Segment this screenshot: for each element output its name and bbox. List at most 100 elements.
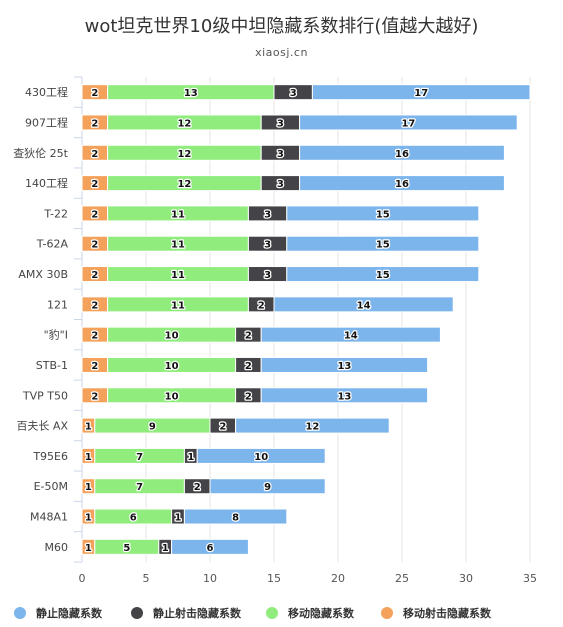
bar-value-label: 10: [254, 452, 268, 463]
bar-value-label: 1: [85, 422, 92, 433]
bar-value-label: 2: [194, 482, 201, 493]
x-tick-label: 0: [79, 572, 86, 585]
bar-value-label: 17: [401, 118, 415, 129]
bar-value-label: 11: [171, 270, 185, 281]
bar-value-label: 2: [219, 422, 226, 433]
category-label: 430工程: [25, 86, 68, 99]
bar-value-label: 10: [165, 391, 179, 402]
bar-value-label: 15: [376, 270, 390, 281]
bar-value-label: 2: [245, 391, 252, 402]
bar-value-label: 1: [85, 452, 92, 463]
legend-item[interactable]: 移动射击隐藏系数: [381, 605, 491, 621]
legend-swatch: [14, 607, 26, 619]
bar-segment: [286, 266, 480, 283]
legend-swatch: [131, 607, 143, 619]
bar-segment: [209, 478, 326, 495]
bar-value-label: 10: [165, 331, 179, 342]
bar-value-label: 2: [91, 209, 98, 220]
bar-value-label: 1: [85, 543, 92, 554]
bar-value-label: 3: [264, 240, 271, 251]
bar-segment: [299, 175, 505, 192]
category-label: M60: [45, 541, 69, 554]
bar-value-label: 1: [85, 513, 92, 524]
x-tick-label: 5: [143, 572, 150, 585]
bar-value-label: 2: [91, 149, 98, 160]
bar-value-label: 11: [171, 209, 185, 220]
chart-title: wot坦克世界10级中坦隐藏系数排行(值越大越好): [84, 16, 479, 37]
bar-segment: [311, 84, 531, 101]
bar-value-label: 2: [91, 88, 98, 99]
bar-value-label: 3: [277, 179, 284, 190]
bar-segment: [260, 356, 429, 373]
bar-value-label: 1: [175, 513, 182, 524]
bar-value-label: 12: [177, 179, 191, 190]
category-label: M48A1: [30, 511, 68, 524]
bar-value-label: 6: [130, 513, 137, 524]
bar-segment: [235, 417, 390, 434]
bar-value-label: 1: [162, 543, 169, 554]
bar-value-label: 16: [395, 149, 409, 160]
bar-value-label: 12: [177, 118, 191, 129]
bar-value-label: 5: [123, 543, 130, 554]
legend-label: 静止隐藏系数: [36, 607, 102, 620]
category-label: 查狄伦 25t: [13, 146, 68, 160]
x-tick-label: 20: [331, 572, 345, 585]
bar-segment: [299, 114, 518, 131]
bar-segment: [196, 447, 326, 464]
bar-value-label: 15: [376, 240, 390, 251]
bar-value-label: 2: [245, 361, 252, 372]
bar-value-label: 2: [245, 331, 252, 342]
x-tick-label: 35: [523, 572, 537, 585]
legend-label: 移动隐藏系数: [288, 607, 354, 620]
bar-value-label: 2: [91, 331, 98, 342]
bar-segment: [260, 387, 429, 404]
bar-value-label: 15: [376, 209, 390, 220]
bar-value-label: 16: [395, 179, 409, 190]
bar-value-label: 2: [91, 118, 98, 129]
legend-item[interactable]: 移动隐藏系数: [266, 605, 354, 621]
bar-value-label: 9: [149, 422, 156, 433]
bar-value-label: 14: [357, 300, 371, 311]
bar-value-label: 17: [414, 88, 428, 99]
legend-item[interactable]: 静止射击隐藏系数: [131, 605, 241, 621]
bar-value-label: 3: [290, 88, 297, 99]
bar-value-label: 3: [264, 270, 271, 281]
bar-value-label: 6: [207, 543, 214, 554]
category-label: 907工程: [25, 116, 68, 129]
bar-value-label: 10: [165, 361, 179, 372]
bar-segment: [260, 326, 441, 343]
x-tick-label: 15: [267, 572, 281, 585]
chart-legend: 静止隐藏系数 静止射击隐藏系数 移动隐藏系数 移动射击隐藏系数: [0, 605, 563, 625]
bar-value-label: 12: [177, 149, 191, 160]
category-label: AMX 30B: [18, 268, 68, 281]
legend-item[interactable]: 静止隐藏系数: [14, 605, 102, 621]
bar-value-label: 12: [305, 422, 319, 433]
category-label: T-22: [43, 207, 68, 220]
bar-segment: [286, 205, 480, 222]
legend-swatch: [266, 607, 278, 619]
bar-value-label: 9: [264, 482, 271, 493]
bar-value-label: 2: [91, 270, 98, 281]
bar-value-label: 13: [337, 361, 351, 372]
bar-value-label: 8: [232, 513, 239, 524]
category-label: 140工程: [25, 177, 68, 190]
bar-value-label: 2: [91, 361, 98, 372]
legend-label: 静止射击隐藏系数: [153, 607, 241, 620]
bar-value-label: 11: [171, 300, 185, 311]
bar-value-label: 13: [337, 391, 351, 402]
bar-segment: [183, 508, 288, 525]
bar-value-label: 2: [91, 179, 98, 190]
category-label: "豹"I: [44, 329, 68, 342]
bar-value-label: 2: [91, 240, 98, 251]
bar-segment: [286, 235, 480, 252]
bar-segment: [273, 296, 454, 313]
bar-value-label: 1: [85, 482, 92, 493]
bar-value-label: 3: [277, 118, 284, 129]
category-label: 百夫长 AX: [16, 420, 68, 433]
category-label: T-62A: [36, 238, 69, 251]
bar-value-label: 7: [136, 452, 143, 463]
x-tick-label: 10: [203, 572, 217, 585]
legend-label: 移动射击隐藏系数: [403, 607, 491, 620]
bar-value-label: 7: [136, 482, 143, 493]
